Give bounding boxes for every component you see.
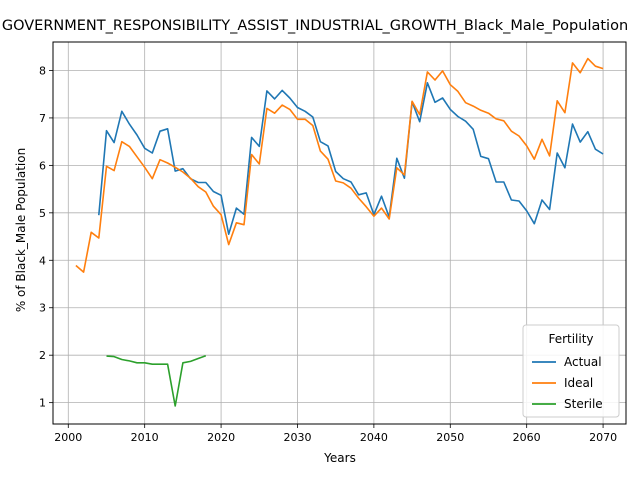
x-axis-label: Years (323, 451, 356, 465)
y-tick-label: 1 (39, 397, 46, 410)
x-tick-label: 2060 (513, 431, 541, 444)
plot-frame (52, 41, 627, 425)
chart-title: GOVERNMENT_RESPONSIBILITY_ASSIST_INDUSTR… (2, 18, 628, 34)
y-tick-label: 2 (39, 349, 46, 362)
legend-title: Fertility (548, 332, 593, 346)
series-line-sterile (106, 354, 207, 407)
x-tick-label: 2020 (207, 431, 235, 444)
x-tick-label: 2010 (131, 431, 159, 444)
x-tick-label: 2030 (283, 431, 311, 444)
axis-ticks: 2000 2010 2020 2030 2040 2050 2060 2070 1 2 3 4 5 6 7 8 (39, 64, 617, 444)
y-tick-label: 6 (39, 159, 46, 172)
legend-label-ideal: Ideal (564, 376, 593, 390)
x-tick-label: 2070 (589, 431, 617, 444)
series-layer (75, 57, 604, 407)
y-axis-label: % of Black_Male Population (14, 148, 28, 312)
y-tick-label: 3 (39, 302, 46, 315)
y-tick-label: 7 (39, 112, 46, 125)
y-tick-label: 4 (39, 254, 46, 267)
x-tick-label: 2040 (360, 431, 388, 444)
legend-label-sterile: Sterile (564, 397, 603, 411)
x-tick-label: 2050 (436, 431, 464, 444)
legend: Fertility Actual Ideal Sterile (522, 324, 620, 418)
series-line-actual (98, 82, 604, 235)
legend-box (522, 324, 620, 418)
x-tick-label: 2000 (54, 431, 82, 444)
legend-label-actual: Actual (564, 355, 602, 369)
y-tick-label: 5 (39, 207, 46, 220)
y-tick-label: 8 (39, 64, 46, 77)
grid-lines (53, 42, 626, 424)
series-line-ideal (75, 57, 604, 273)
